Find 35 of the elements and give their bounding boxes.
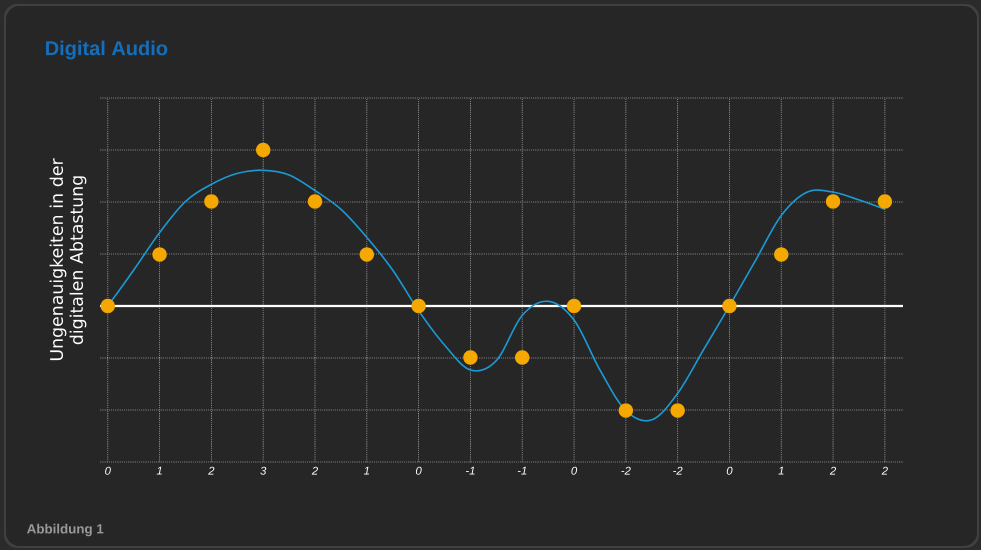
y-axis-title: Ungenauigkeiten in der digitalen Abtastung [50, 158, 86, 360]
x-tick-label: 1 [778, 466, 784, 475]
point [566, 298, 582, 314]
point [308, 194, 322, 209]
x-tick-label: -1 [518, 466, 526, 475]
point [618, 403, 634, 418]
chart-title: Digital Audio [46, 40, 168, 60]
x-tick-label: 2 [208, 466, 214, 475]
x-tick-label: 1 [364, 466, 370, 475]
point [463, 350, 478, 365]
point [411, 298, 426, 314]
point [878, 194, 892, 209]
x-tick-label: 0 [105, 466, 111, 475]
point [204, 194, 219, 209]
point [256, 142, 270, 158]
point [826, 194, 840, 209]
x-tick-label: -1 [466, 466, 475, 475]
point [774, 247, 788, 262]
text: Abbildung 1 [27, 524, 104, 536]
x-tick-label: 2 [882, 466, 888, 475]
point [360, 247, 374, 262]
x-tick-label: 0 [571, 466, 578, 475]
x-tick-label: 0 [726, 466, 733, 475]
x-tick-label: 2 [830, 466, 836, 475]
point [152, 247, 167, 262]
x-tick-label: 0 [416, 466, 422, 475]
x-tick-label: -2 [673, 466, 683, 475]
point [722, 298, 737, 314]
x-tick-label: 3 [260, 466, 266, 475]
point [515, 350, 530, 365]
x-tick-label: 1 [156, 466, 162, 475]
point [670, 403, 685, 418]
x-tick-label: -2 [621, 466, 631, 475]
x-tick-label: 2 [312, 466, 318, 475]
point [100, 298, 115, 314]
